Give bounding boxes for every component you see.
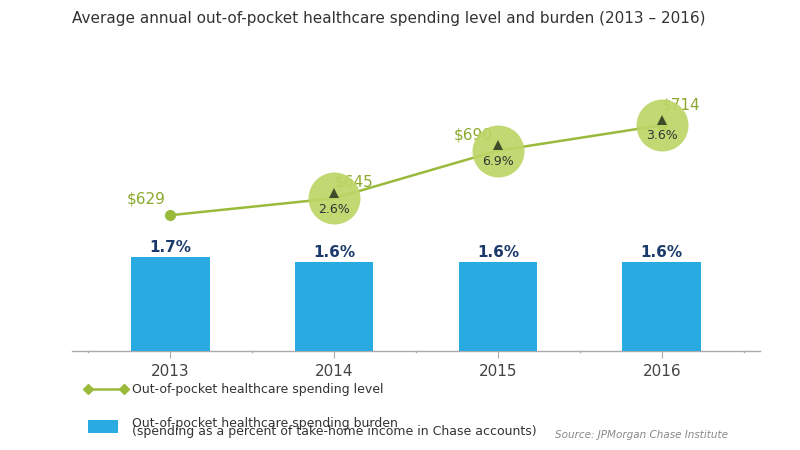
Bar <box>294 262 374 351</box>
Bar <box>458 262 538 351</box>
Text: (spending as a percent of take-home income in Chase accounts): (spending as a percent of take-home inco… <box>132 426 537 438</box>
Point <box>655 122 668 129</box>
Text: $714: $714 <box>662 98 701 112</box>
Text: 3.6%: 3.6% <box>646 130 678 143</box>
Bar <box>622 262 701 351</box>
Text: 1.6%: 1.6% <box>477 245 519 260</box>
Text: 2.6%: 2.6% <box>318 202 350 216</box>
Bar <box>131 257 210 351</box>
Text: $690: $690 <box>454 127 493 142</box>
Text: Source: JPMorgan Chase Institute: Source: JPMorgan Chase Institute <box>555 430 728 440</box>
Text: Out-of-pocket healthcare spending burden: Out-of-pocket healthcare spending burden <box>132 418 398 430</box>
Text: 1.7%: 1.7% <box>150 240 191 255</box>
Point <box>328 195 341 202</box>
Text: $645: $645 <box>334 175 373 190</box>
Text: $629: $629 <box>126 192 165 207</box>
Text: Out-of-pocket healthcare spending level: Out-of-pocket healthcare spending level <box>132 383 383 396</box>
Text: 1.6%: 1.6% <box>641 245 682 260</box>
Point <box>491 147 504 154</box>
Text: 6.9%: 6.9% <box>482 155 514 168</box>
Text: Average annual out-of-pocket healthcare spending level and burden (2013 – 2016): Average annual out-of-pocket healthcare … <box>72 11 706 26</box>
Text: 1.6%: 1.6% <box>313 245 355 260</box>
